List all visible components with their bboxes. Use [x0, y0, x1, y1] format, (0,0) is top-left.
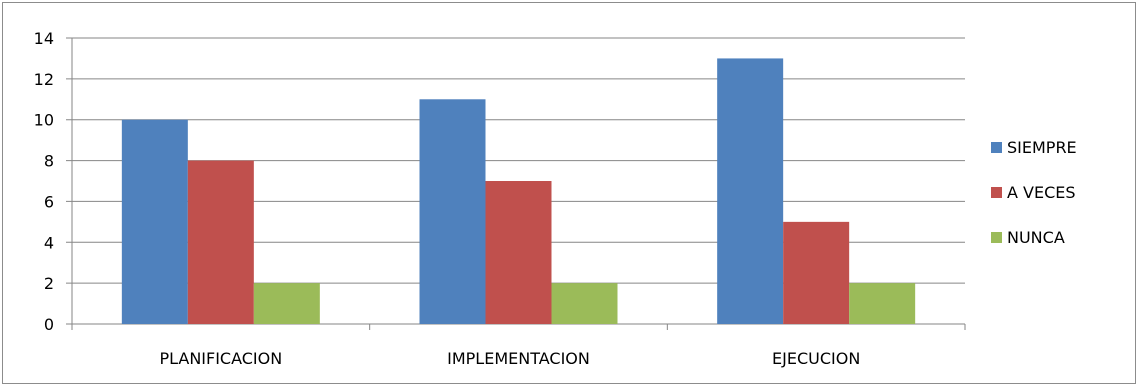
- y-tick-label: 8: [44, 152, 54, 171]
- y-axis-tick-labels: 0 2 4 6 8 10 12 14: [34, 29, 54, 334]
- legend-item: NUNCA: [991, 228, 1065, 247]
- bars: [122, 58, 915, 324]
- y-tick-label: 4: [44, 233, 54, 252]
- bar-siempre-implementacion: [420, 99, 486, 324]
- bar-nunca-implementacion: [552, 283, 618, 324]
- y-tick-label: 10: [34, 111, 54, 130]
- x-category-label: IMPLEMENTACION: [447, 349, 590, 368]
- bar-a-veces-planificacion: [188, 161, 254, 324]
- legend: SIEMPRE A VECES NUNCA: [991, 138, 1077, 247]
- y-tick-label: 2: [44, 274, 54, 293]
- y-tick-label: 6: [44, 192, 54, 211]
- bar-nunca-planificacion: [254, 283, 320, 324]
- bar-siempre-ejecucion: [717, 58, 783, 324]
- legend-swatch: [991, 232, 1002, 243]
- legend-label: A VECES: [1007, 183, 1076, 202]
- x-category-label: PLANIFICACION: [159, 349, 282, 368]
- x-category-label: EJECUCION: [772, 349, 860, 368]
- legend-label: NUNCA: [1007, 228, 1065, 247]
- bar-siempre-planificacion: [122, 120, 188, 324]
- y-tick-label: 12: [34, 70, 54, 89]
- x-axis-category-labels: PLANIFICACION IMPLEMENTACION EJECUCION: [159, 349, 860, 368]
- legend-item: A VECES: [991, 183, 1076, 202]
- bar-a-veces-ejecucion: [783, 222, 849, 324]
- y-tick-label: 0: [44, 315, 54, 334]
- y-tick-label: 14: [34, 29, 54, 48]
- bar-nunca-ejecucion: [849, 283, 915, 324]
- bar-a-veces-implementacion: [486, 181, 552, 324]
- legend-label: SIEMPRE: [1007, 138, 1077, 157]
- legend-swatch: [991, 142, 1002, 153]
- legend-item: SIEMPRE: [991, 138, 1077, 157]
- legend-swatch: [991, 187, 1002, 198]
